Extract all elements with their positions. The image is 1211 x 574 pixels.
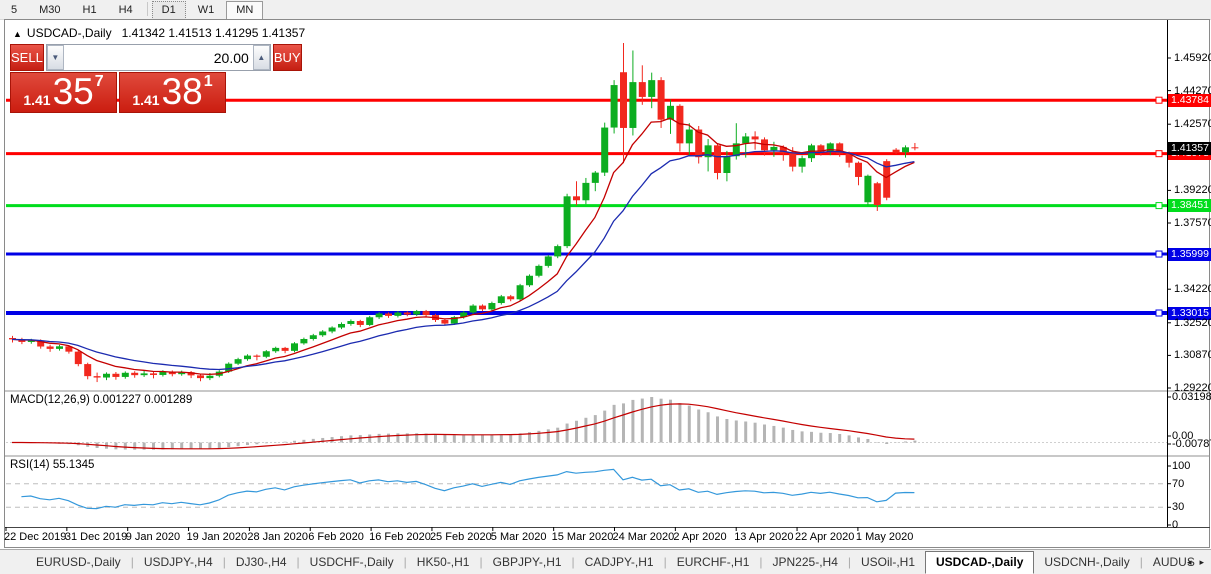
tab-separator: |: [1139, 555, 1143, 569]
timeframe-button-h1[interactable]: H1: [82, 4, 97, 16]
tab-usdjpy-h4[interactable]: USDJPY-,H4: [143, 555, 213, 569]
tab-dj30-h4[interactable]: DJ30-,H4: [235, 555, 287, 569]
volume-input[interactable]: [63, 45, 253, 70]
tab-usdcnh-daily[interactable]: USDCNH-,Daily: [1044, 555, 1130, 569]
timeframe-button-d1[interactable]: D1: [151, 1, 186, 20]
buy-button[interactable]: BUY: [272, 44, 302, 71]
sell-price-pip: 7: [94, 73, 104, 90]
timeframe-toolbar: 5 M30 H1 H4 D1 W1 MN: [0, 0, 1211, 20]
buy-price-big: 38: [161, 71, 203, 112]
chart-ohlc-quote: 1.41342 1.41513 1.41295 1.41357: [121, 26, 306, 40]
toolbar-separator: [146, 2, 148, 16]
tab-separator: |: [571, 555, 575, 569]
tab-usdchf-daily[interactable]: USDCHF-,Daily: [309, 555, 394, 569]
tab-cadjpy-h1[interactable]: CADJPY-,H1: [584, 555, 654, 569]
tab-usoil-h1[interactable]: USOil-,H1: [861, 555, 916, 569]
tab-separator: |: [130, 555, 134, 569]
tab-audus[interactable]: AUDUS: [1152, 555, 1195, 569]
tab-scroll-left-icon[interactable]: ◂: [1186, 557, 1192, 567]
sell-price-big: 35: [52, 71, 94, 112]
tab-gbpjpy-h1[interactable]: GBPJPY-,H1: [492, 555, 562, 569]
tab-separator: |: [759, 555, 763, 569]
tab-usdcad-daily[interactable]: USDCAD-,Daily: [925, 551, 1035, 574]
buy-price-prefix: 1.41: [132, 92, 160, 108]
chart-symbol-label: USDCAD-,Daily: [26, 26, 112, 40]
tab-scroll-right-icon[interactable]: ▸: [1199, 557, 1204, 567]
tab-separator: |: [403, 555, 407, 569]
tab-separator: |: [296, 555, 300, 569]
buy-price-pip: 1: [203, 73, 213, 90]
tab-separator: |: [663, 555, 667, 569]
tab-separator: |: [847, 555, 851, 569]
rsi-label: RSI(14) 55.1345: [10, 459, 95, 471]
tab-scroll-arrows: ◂ ▸: [1183, 550, 1208, 574]
tab-separator: |: [222, 555, 226, 569]
tab-separator: |: [479, 555, 483, 569]
timeframe-button-mn[interactable]: MN: [226, 1, 264, 20]
timeframe-button-5[interactable]: 5: [11, 4, 18, 16]
buy-price-panel[interactable]: 1.41 38 1: [119, 72, 226, 113]
volume-stepper: ▼ ▲: [45, 44, 271, 71]
tab-eurusd-daily[interactable]: EURUSD-,Daily: [36, 555, 121, 569]
macd-label: MACD(12,26,9) 0.001227 0.001289: [10, 394, 193, 406]
timeframe-button-m30[interactable]: M30: [39, 4, 61, 16]
collapse-panel-icon[interactable]: ▲: [13, 29, 22, 39]
chart-tabbar: EURUSD-,Daily | USDJPY-,H4 | DJ30-,H4 | USDCHF…: [0, 549, 1211, 574]
volume-decrease-icon[interactable]: ▼: [46, 45, 64, 70]
sell-price-prefix: 1.41: [23, 92, 51, 108]
volume-increase-icon[interactable]: ▲: [252, 45, 270, 70]
tab-hk50-h1[interactable]: HK50-,H1: [416, 555, 470, 569]
sell-price-panel[interactable]: 1.41 35 7: [10, 72, 117, 113]
tab-eurchf-h1[interactable]: EURCHF-,H1: [676, 555, 750, 569]
timeframe-button-h4[interactable]: H4: [118, 4, 133, 16]
timeframe-button-w1[interactable]: W1: [197, 4, 215, 16]
sell-button[interactable]: SELL: [10, 44, 44, 71]
chart-title: ▲ USDCAD-,Daily 1.41342 1.41513 1.41295 1.…: [13, 26, 305, 40]
tab-jpn225-h4[interactable]: JPN225-,H4: [772, 555, 838, 569]
